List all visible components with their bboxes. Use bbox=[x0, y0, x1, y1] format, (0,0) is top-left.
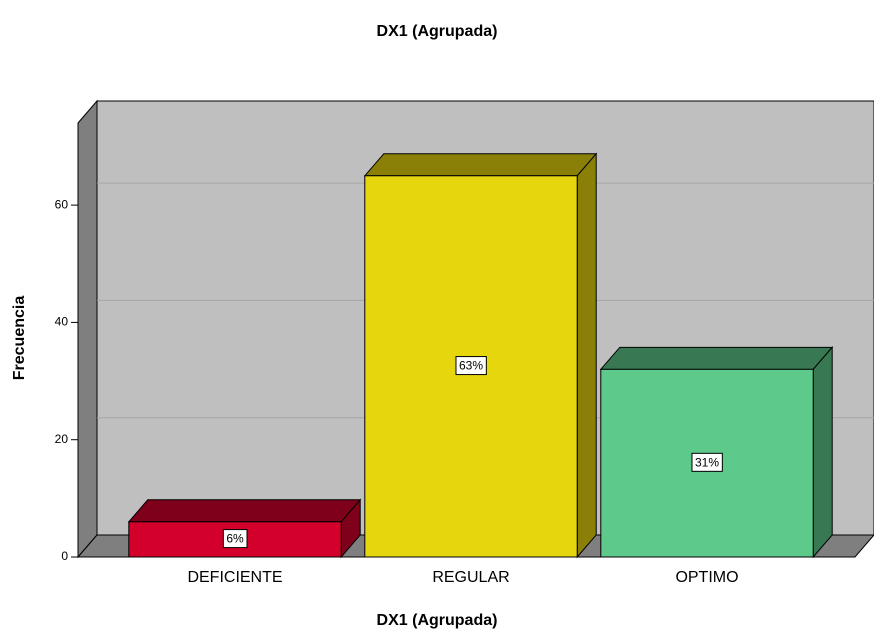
value-label: 31% bbox=[695, 455, 719, 469]
value-label-box bbox=[455, 356, 487, 376]
chart-title: DX1 (Agrupada) bbox=[377, 23, 498, 40]
y-tick-label: 60 bbox=[55, 197, 69, 211]
x-tick-label: OPTIMO bbox=[675, 569, 738, 586]
y-tick-label: 20 bbox=[55, 432, 69, 446]
y-tick-label: 40 bbox=[55, 315, 69, 329]
side-wall bbox=[77, 99, 98, 559]
x-tick-label: REGULAR bbox=[432, 569, 509, 586]
bar-top bbox=[599, 346, 834, 370]
bar-side bbox=[576, 152, 597, 559]
bar-side bbox=[812, 345, 833, 559]
x-tick-label: DEFICIENTE bbox=[187, 569, 282, 586]
bar-top bbox=[127, 499, 362, 523]
value-label: 63% bbox=[459, 359, 483, 373]
y-axis-label: Frecuencia bbox=[11, 296, 28, 381]
value-label-box bbox=[691, 452, 723, 472]
value-label: 6% bbox=[226, 532, 244, 546]
value-label-box bbox=[222, 529, 248, 549]
bar-top bbox=[363, 153, 598, 177]
x-axis-label: DX1 (Agrupada) bbox=[377, 612, 498, 629]
y-tick-label: 0 bbox=[61, 549, 68, 563]
